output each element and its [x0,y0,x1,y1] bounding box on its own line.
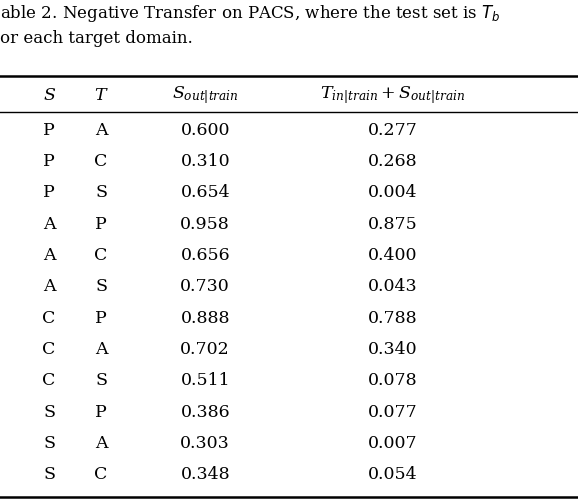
Text: S: S [95,184,107,201]
Text: A: A [95,341,108,358]
Text: C: C [94,466,108,483]
Text: P: P [95,404,107,421]
Text: 0.268: 0.268 [368,153,418,170]
Text: $S_{out|train}$: $S_{out|train}$ [172,84,239,106]
Text: 0.600: 0.600 [180,121,230,139]
Text: A: A [43,216,55,233]
Text: A: A [43,278,55,295]
Text: 0.078: 0.078 [368,372,418,390]
Text: S: S [95,372,107,390]
Text: 0.007: 0.007 [368,435,418,452]
Text: C: C [94,153,108,170]
Text: A: A [95,121,108,139]
Text: 0.656: 0.656 [180,247,230,264]
Text: C: C [94,247,108,264]
Text: 0.888: 0.888 [180,309,230,327]
Text: P: P [95,216,107,233]
Text: 0.730: 0.730 [180,278,230,295]
Text: $S$: $S$ [43,87,55,104]
Text: P: P [43,184,55,201]
Text: A: A [95,435,108,452]
Text: 0.702: 0.702 [180,341,230,358]
Text: 0.277: 0.277 [368,121,418,139]
Text: 0.958: 0.958 [180,216,230,233]
Text: S: S [43,466,55,483]
Text: C: C [42,309,56,327]
Text: C: C [42,341,56,358]
Text: $T$: $T$ [94,87,109,104]
Text: 0.788: 0.788 [368,309,418,327]
Text: 0.077: 0.077 [368,404,418,421]
Text: A: A [43,247,55,264]
Text: P: P [95,309,107,327]
Text: P: P [43,121,55,139]
Text: 0.340: 0.340 [368,341,418,358]
Text: 0.386: 0.386 [180,404,230,421]
Text: 0.004: 0.004 [368,184,418,201]
Text: 0.875: 0.875 [368,216,418,233]
Text: 0.054: 0.054 [368,466,418,483]
Text: P: P [43,153,55,170]
Text: 0.303: 0.303 [180,435,230,452]
Text: $T_{in|train} + S_{out|train}$: $T_{in|train} + S_{out|train}$ [320,84,466,106]
Text: 0.310: 0.310 [180,153,230,170]
Text: 0.400: 0.400 [368,247,418,264]
Text: or each target domain.: or each target domain. [0,30,192,47]
Text: 0.348: 0.348 [180,466,230,483]
Text: S: S [95,278,107,295]
Text: 0.654: 0.654 [180,184,230,201]
Text: S: S [43,435,55,452]
Text: 0.511: 0.511 [180,372,230,390]
Text: S: S [43,404,55,421]
Text: able 2. Negative Transfer on PACS, where the test set is $T_b$: able 2. Negative Transfer on PACS, where… [0,3,501,24]
Text: C: C [42,372,56,390]
Text: 0.043: 0.043 [368,278,418,295]
